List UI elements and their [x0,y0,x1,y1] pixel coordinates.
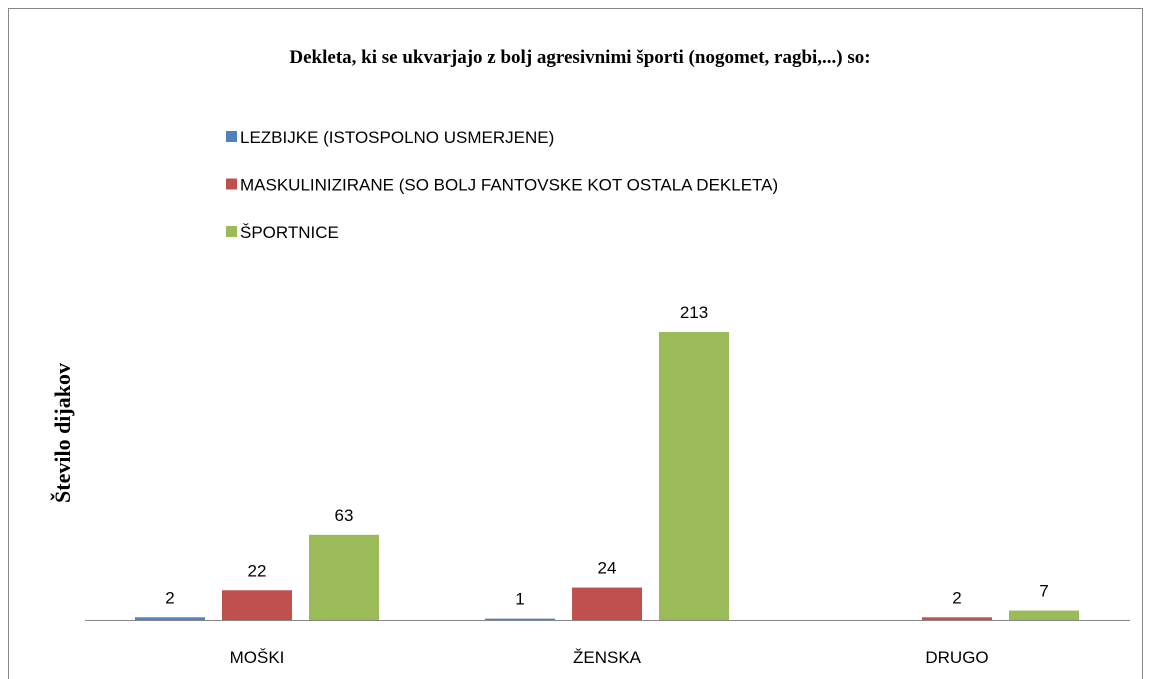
y-axis-label: Število dijakov [50,363,75,503]
bar [135,617,205,620]
data-label: 7 [1039,582,1048,601]
data-label: 1 [515,590,524,609]
bar [659,332,729,620]
legend-label: LEZBIJKE (ISTOSPOLNO USMERJENE) [240,128,554,147]
data-label: 22 [248,561,267,580]
legend-swatch [226,178,237,190]
bar [572,587,642,620]
x-tick-label: ŽENSKA [573,648,642,667]
legend-swatch [226,226,237,237]
frame [8,8,1143,679]
bar [1009,610,1079,620]
legend-swatch [226,131,237,142]
chart-title: Dekleta, ki se ukvarjajo z bolj agresivn… [289,47,870,68]
bar [309,534,379,620]
legend-label: MASKULINIZIRANE (SO BOLJ FANTOVSKE KOT O… [240,176,778,195]
legend-label: ŠPORTNICE [240,223,339,242]
data-label: 2 [165,588,174,607]
bar [922,617,992,620]
data-label: 24 [598,559,617,578]
x-tick-label: MOŠKI [230,648,285,667]
data-label: 213 [680,303,708,322]
bar [485,618,555,620]
x-tick-label: DRUGO [925,648,988,667]
data-label: 2 [952,588,961,607]
data-label: 63 [335,506,354,525]
bar [222,590,292,620]
